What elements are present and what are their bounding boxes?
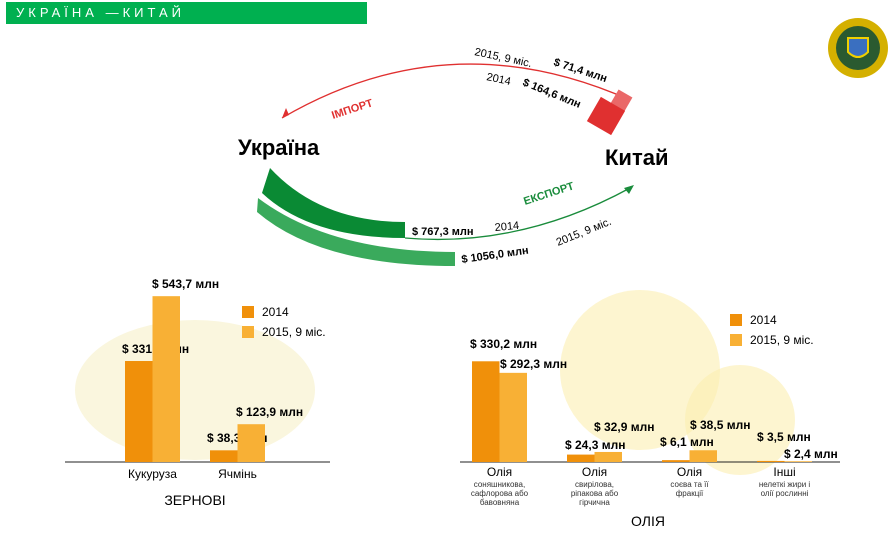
category-label: Олія [487,465,512,479]
data-label: $ 3,5 млн [757,430,811,444]
bar [152,296,180,462]
export-value-2015: $ 1056,0 млн [461,245,530,266]
data-label: $ 330,2 млн [470,337,537,351]
legend-swatch [242,326,254,338]
export-arrowhead [624,185,634,194]
category-label: Олія [677,465,702,479]
export-arrow [404,187,631,241]
bar [594,451,622,462]
chart-title: ЗЕРНОВІ [164,492,225,508]
import-label: ІМПОРТ [330,97,374,122]
page-title: УКРАЇНА —КИТАЙ [16,5,186,20]
bar [567,454,595,462]
legend-label: 2014 [262,305,289,319]
category-sublabel: соняшникова, сафлорова або бавовняна [471,480,529,507]
data-label: $ 123,9 млн [236,405,303,419]
import-arrow [281,63,631,119]
chart-title: ОЛІЯ [631,513,665,529]
export-bar-2014 [262,168,405,238]
bar [125,361,153,462]
category-label: Кукуруза [128,467,177,481]
country-ukraine: Україна [238,135,320,160]
data-label: $ 6,1 млн [660,435,714,449]
data-label: $ 543,7 млн [152,277,219,291]
header-banner: УКРАЇНА —КИТАЙ [6,2,367,24]
legend-swatch [242,306,254,318]
category-sublabel: нелеткі жири і олії рослинні [759,480,811,498]
data-label: $ 32,9 млн [594,420,654,434]
data-label: $ 292,3 млн [500,357,567,371]
import-arrowhead [282,108,289,118]
bar [472,361,500,462]
bar [499,372,527,462]
bar [662,460,690,462]
bar [210,450,238,462]
bar [689,450,717,462]
sunflower-image [685,365,795,475]
category-label: Олія [582,465,607,479]
export-value-2014: $ 767,3 млн [412,226,474,238]
country-china: Китай [605,145,669,170]
data-label: $ 38,5 млн [690,418,750,432]
legend-label: 2015, 9 міс. [750,333,814,347]
bar [237,424,265,462]
sunflower-image [560,290,720,450]
legend-swatch [730,314,742,326]
import-value-2014: $ 164,6 млн [521,77,583,111]
bar [757,460,785,462]
import-period-2015: 2015, 9 міс. [473,46,533,70]
category-label: Ячмінь [218,467,257,481]
data-label: $ 2,4 млн [784,447,838,461]
bar [784,461,812,462]
legend-swatch [730,334,742,346]
export-period-2015: 2015, 9 міс. [555,216,614,249]
legend-label: 2015, 9 міс. [262,325,326,339]
corn-image [75,320,315,460]
export-period-2014: 2014 [494,220,519,234]
data-label: $ 24,3 млн [565,438,625,452]
emblem-icon [828,18,888,78]
category-sublabel: соєва та її фракції [670,480,709,498]
category-label: Інші [773,465,795,479]
export-bar-2015 [257,198,455,266]
category-sublabel: свирілова, ріпакова або гірчична [571,480,619,507]
legend-label: 2014 [750,313,777,327]
import-bar-2014 [586,96,626,136]
import-period-2014: 2014 [485,71,511,88]
export-label: ЕКСПОРТ [522,180,576,208]
